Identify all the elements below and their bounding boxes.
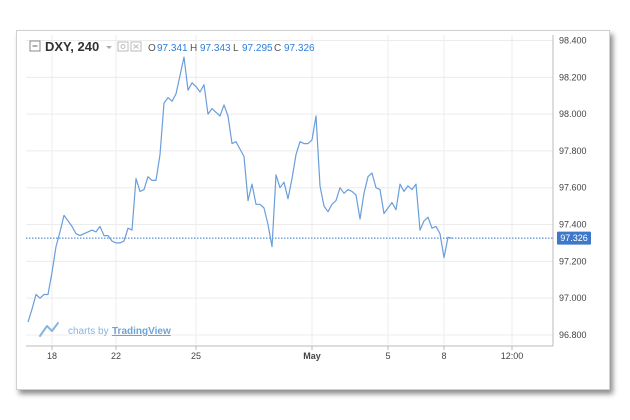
last-price-label: 97.326 [560, 233, 588, 243]
remove-icon[interactable] [130, 41, 142, 52]
y-tick-label: 97.600 [559, 183, 587, 193]
chart-frame [16, 30, 610, 390]
close-value: 97.326 [284, 43, 315, 54]
y-tick-label: 98.400 [559, 36, 587, 46]
low-value: 97.295 [242, 43, 273, 54]
x-tick-label: 12:00 [501, 351, 524, 361]
chart-header: DXY, 240 O 97.341 H 97.343 L 97.295 C 97… [29, 39, 315, 54]
y-tick-label: 97.200 [559, 256, 587, 266]
high-value: 97.343 [200, 43, 231, 54]
open-value: 97.341 [157, 43, 188, 54]
open-label: O [148, 43, 156, 54]
symbol-label: DXY, 240 [45, 39, 99, 54]
watermark-prefix: charts by [68, 326, 109, 337]
symbol-dropdown-icon[interactable] [106, 46, 112, 49]
y-tick-label: 96.800 [559, 330, 587, 340]
y-tick-label: 97.400 [559, 220, 587, 230]
low-label: L [233, 43, 239, 54]
x-tick-label: May [303, 351, 321, 361]
x-tick-label: 22 [111, 351, 121, 361]
x-tick-label: 25 [191, 351, 201, 361]
grid [26, 35, 553, 346]
x-axis-ticks: 18 22 25 May 5 8 12:00 [47, 346, 523, 361]
series-line-dxy [27, 56, 453, 323]
tradingview-watermark[interactable]: charts by TradingView [39, 322, 171, 337]
y-tick-label: 97.000 [559, 293, 587, 303]
x-tick-label: 18 [47, 351, 57, 361]
x-tick-label: 8 [441, 351, 446, 361]
y-tick-label: 98.000 [559, 109, 587, 119]
close-label: C [274, 43, 281, 54]
y-tick-label: 98.200 [559, 72, 587, 82]
tradingview-logo-icon [39, 322, 59, 337]
y-tick-label: 97.800 [559, 146, 587, 156]
x-tick-label: 5 [385, 351, 390, 361]
settings-icon[interactable] [117, 41, 129, 52]
y-axis-ticks: 98.400 98.200 98.000 97.800 97.600 97.400 97.2… [559, 36, 587, 340]
last-price-tag: 97.326 [557, 231, 591, 245]
watermark-brand: TradingView [112, 326, 171, 337]
high-label: H [190, 43, 197, 54]
